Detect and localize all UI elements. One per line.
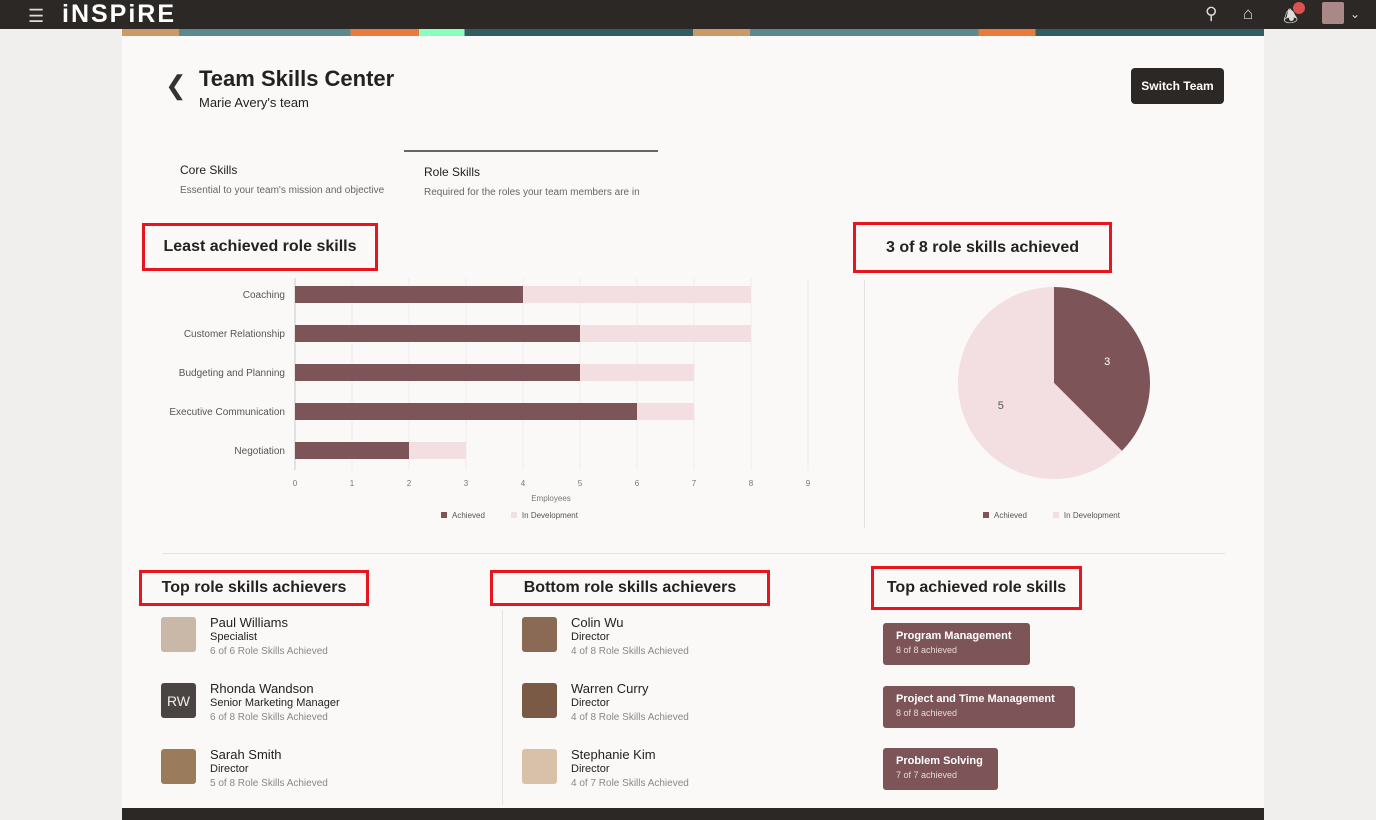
tab-desc: Required for the roles your team members… <box>424 187 640 198</box>
x-tick-label: 0 <box>293 479 298 488</box>
avatar <box>161 617 196 652</box>
x-tick-label: 3 <box>464 479 469 488</box>
bottom-bar <box>122 808 1264 820</box>
x-tick-label: 8 <box>749 479 754 488</box>
top-bar: ☰ iNSPiRE ⚲ ⌂ 🕭 ⌄ <box>0 0 1376 29</box>
person-role: Director <box>210 763 249 775</box>
y-tick-label: Customer Relationship <box>184 329 286 340</box>
x-axis-label: Employees <box>531 494 571 503</box>
divider <box>163 553 1225 554</box>
person-stat: 4 of 7 Role Skills Achieved <box>571 778 689 789</box>
y-tick-label: Negotiation <box>234 446 285 457</box>
tab-core-skills[interactable]: Core Skills Essential to your team's mis… <box>160 150 414 200</box>
divider <box>864 280 865 528</box>
y-tick-label: Coaching <box>243 290 285 301</box>
pie-legend: Achieved In Development <box>983 511 1120 520</box>
person-stat: 4 of 8 Role Skills Achieved <box>571 712 689 723</box>
summary-heading: 3 of 8 role skills achieved <box>853 222 1112 273</box>
pie-slice-achieved[interactable] <box>1054 287 1151 451</box>
bar-in-development[interactable] <box>580 325 751 342</box>
person-name: Stephanie Kim <box>571 747 656 762</box>
person-role: Director <box>571 697 610 709</box>
tab-label: Core Skills <box>180 163 238 177</box>
pie-data-label: 3 <box>1104 356 1110 368</box>
top-skills-heading: Top achieved role skills <box>871 566 1082 610</box>
person-name: Rhonda Wandson <box>210 681 314 696</box>
person-name: Paul Williams <box>210 615 289 630</box>
person-role: Director <box>571 763 610 775</box>
avatar <box>522 617 557 652</box>
bar-in-development[interactable] <box>523 286 751 303</box>
tab-label: Role Skills <box>424 165 481 179</box>
legend-in-development: In Development <box>1052 511 1120 520</box>
bar-achieved[interactable] <box>295 442 409 459</box>
divider <box>502 610 503 805</box>
banner-image <box>122 29 1264 36</box>
bar-achieved[interactable] <box>295 364 580 381</box>
bar-in-development[interactable] <box>409 442 466 459</box>
bar-in-development[interactable] <box>637 403 694 420</box>
person-name: Warren Curry <box>571 681 649 696</box>
skill-chip[interactable]: Problem Solving 7 of 7 achieved <box>883 748 998 790</box>
legend-in-development: In Development <box>510 511 578 520</box>
x-tick-label: 7 <box>692 479 697 488</box>
person-name: Sarah Smith <box>210 747 282 762</box>
notification-badge <box>1293 2 1305 14</box>
person-role: Senior Marketing Manager <box>210 697 340 709</box>
avatar[interactable] <box>1322 2 1344 24</box>
skill-name: Project and Time Management <box>896 693 1055 705</box>
home-icon[interactable]: ⌂ <box>1243 4 1254 23</box>
top-achievers-heading: Top role skills achievers <box>139 570 369 606</box>
x-tick-label: 1 <box>350 479 355 488</box>
y-tick-label: Budgeting and Planning <box>179 368 285 379</box>
x-tick-label: 9 <box>806 479 811 488</box>
person-stat: 5 of 8 Role Skills Achieved <box>210 778 328 789</box>
bottom-achievers-heading: Bottom role skills achievers <box>490 570 770 606</box>
person-stat: 6 of 6 Role Skills Achieved <box>210 646 328 657</box>
avatar <box>522 683 557 718</box>
avatar: RW <box>161 683 196 718</box>
bar-achieved[interactable] <box>295 325 580 342</box>
back-icon[interactable]: ❮ <box>165 70 187 100</box>
x-tick-label: 6 <box>635 479 640 488</box>
switch-team-button[interactable]: Switch Team <box>1131 68 1224 104</box>
page-title: Team Skills Center <box>199 66 395 91</box>
bar-achieved[interactable] <box>295 286 523 303</box>
person-stat: 4 of 8 Role Skills Achieved <box>571 646 689 657</box>
skill-stat: 7 of 7 achieved <box>896 770 958 780</box>
bar-in-development[interactable] <box>580 364 694 381</box>
pie-data-label: 5 <box>998 400 1004 412</box>
tab-desc: Essential to your team's mission and obj… <box>180 185 385 196</box>
brand-logo[interactable]: iNSPiRE <box>62 0 177 28</box>
search-icon[interactable]: ⚲ <box>1205 4 1218 23</box>
legend-achieved: Achieved <box>441 511 485 520</box>
skill-chip[interactable]: Program Management 8 of 8 achieved <box>883 623 1030 665</box>
skill-stat: 8 of 8 achieved <box>896 645 958 655</box>
x-tick-label: 4 <box>521 479 526 488</box>
menu-icon[interactable]: ☰ <box>28 6 45 26</box>
legend-achieved: Achieved <box>983 511 1027 520</box>
skill-name: Program Management <box>896 630 1012 642</box>
person-name: Colin Wu <box>571 615 624 630</box>
skill-chip[interactable]: Project and Time Management 8 of 8 achiev… <box>883 686 1075 728</box>
person-role: Specialist <box>210 631 258 643</box>
person-role: Director <box>571 631 610 643</box>
skill-name: Problem Solving <box>896 755 983 767</box>
x-tick-label: 2 <box>407 479 412 488</box>
person-stat: 6 of 8 Role Skills Achieved <box>210 712 328 723</box>
y-tick-label: Executive Communication <box>169 407 285 418</box>
skill-stat: 8 of 8 achieved <box>896 708 958 718</box>
bar-legend: Achieved In Development <box>441 511 578 520</box>
avatar <box>522 749 557 784</box>
x-tick-label: 5 <box>578 479 583 488</box>
pie-slice-in-development[interactable] <box>958 287 1122 479</box>
least-achieved-heading: Least achieved role skills <box>142 223 378 271</box>
tab-role-skills[interactable]: Role Skills Required for the roles your … <box>404 150 658 200</box>
chevron-down-icon[interactable]: ⌄ <box>1350 7 1361 21</box>
avatar <box>161 749 196 784</box>
page-subtitle: Marie Avery's team <box>199 95 309 110</box>
bar-achieved[interactable] <box>295 403 637 420</box>
